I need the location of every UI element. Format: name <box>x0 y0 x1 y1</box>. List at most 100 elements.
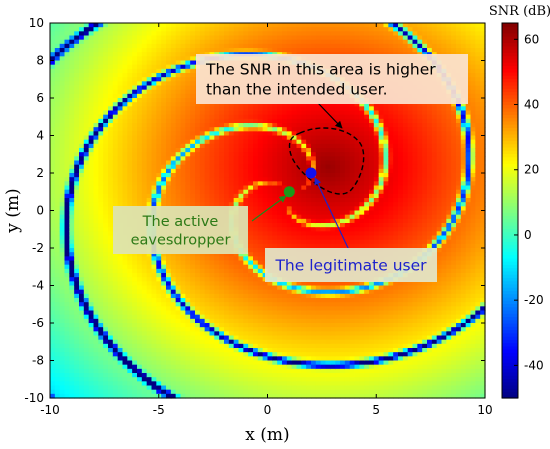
heatmap-cell <box>83 77 90 82</box>
heatmap-cell <box>59 39 66 45</box>
heatmap-cell <box>59 77 66 82</box>
heatmap-cell <box>146 143 153 149</box>
heatmap-cell <box>132 114 138 120</box>
heatmap-cell <box>214 143 220 149</box>
heatmap-cell <box>146 285 153 291</box>
heatmap-cell <box>88 273 95 278</box>
heatmap-cell <box>93 143 99 149</box>
heatmap-cell <box>170 160 177 166</box>
heatmap-cell <box>137 168 143 174</box>
heatmap-cell <box>88 277 95 282</box>
heatmap-cell <box>170 256 177 262</box>
heatmap-cell <box>267 48 273 53</box>
heatmap-cell <box>253 302 259 307</box>
heatmap-cell <box>166 131 172 137</box>
heatmap-cell <box>185 314 191 320</box>
heatmap-cell <box>166 114 172 120</box>
heatmap-cell <box>170 181 177 187</box>
heatmap-cell <box>103 89 109 95</box>
heatmap-cell <box>233 202 240 207</box>
heatmap-cell <box>103 23 109 28</box>
heatmap-cell <box>190 73 196 78</box>
heatmap-cell <box>88 185 95 191</box>
heatmap-cell <box>306 139 312 145</box>
heatmap-cell <box>282 106 288 112</box>
heatmap-cell <box>253 335 259 341</box>
heatmap-cell <box>286 135 293 141</box>
heatmap-cell <box>199 110 206 116</box>
heatmap-cell <box>132 293 138 299</box>
heatmap-cell <box>108 268 114 274</box>
heatmap-cell <box>180 339 186 345</box>
heatmap-cell <box>170 35 177 41</box>
heatmap-cell <box>209 385 215 391</box>
heatmap-cell <box>156 89 162 95</box>
heatmap-cell <box>93 214 99 220</box>
heatmap-cell <box>151 331 157 337</box>
heatmap-cell <box>122 143 128 149</box>
heatmap-cell <box>112 43 119 49</box>
heatmap-cell <box>228 164 235 170</box>
heatmap-cell <box>156 68 162 74</box>
heatmap-cell <box>238 373 244 378</box>
heatmap-cell <box>214 281 220 287</box>
heatmap-cell <box>151 285 157 291</box>
heatmap-cell <box>59 252 66 257</box>
heatmap-cell <box>291 148 298 153</box>
heatmap-cell <box>277 139 283 145</box>
heatmap-cell <box>141 323 148 328</box>
heatmap-cell <box>306 285 312 291</box>
heatmap-cell <box>185 260 191 266</box>
heatmap-cell <box>117 293 124 299</box>
heatmap-cell <box>103 318 109 324</box>
heatmap-cell <box>195 393 201 399</box>
heatmap-cell <box>79 173 85 178</box>
heatmap-cell <box>112 260 119 266</box>
heatmap-cell <box>286 43 293 49</box>
heatmap-cell <box>180 164 186 170</box>
heatmap-cell <box>180 385 186 391</box>
heatmap-cell <box>301 43 307 49</box>
heatmap-cell <box>151 56 157 62</box>
heatmap-cell <box>282 139 288 145</box>
heatmap-cell <box>286 27 293 32</box>
heatmap-cell <box>306 298 312 303</box>
heatmap-cell <box>151 152 157 157</box>
heatmap-cell <box>69 85 75 91</box>
heatmap-cell <box>315 127 322 132</box>
heatmap-cell <box>228 148 235 153</box>
heatmap-cell <box>88 302 95 307</box>
heatmap-cell <box>108 306 114 312</box>
heatmap-cell <box>137 135 143 141</box>
heatmap-cell <box>50 381 56 387</box>
heatmap-cell <box>306 210 312 216</box>
heatmap-cell <box>103 293 109 299</box>
heatmap-cell <box>112 127 119 132</box>
heatmap-cell <box>141 148 148 153</box>
heatmap-cell <box>69 98 75 103</box>
heatmap-cell <box>74 73 80 78</box>
heatmap-cell <box>83 31 90 37</box>
heatmap-cell <box>224 118 230 124</box>
heatmap-cell <box>151 131 157 137</box>
heatmap-cell <box>103 185 109 191</box>
heatmap-cell <box>209 373 215 378</box>
heatmap-cell <box>190 310 196 316</box>
heatmap-cell <box>122 314 128 320</box>
heatmap-cell <box>64 335 70 341</box>
heatmap-cell <box>286 127 293 132</box>
heatmap-cell <box>190 193 196 199</box>
heatmap-cell <box>54 339 61 345</box>
heatmap-cell <box>170 306 177 312</box>
heatmap-cell <box>170 314 177 320</box>
heatmap-cell <box>219 39 225 45</box>
heatmap-cell <box>50 368 56 374</box>
heatmap-cell <box>209 368 215 374</box>
heatmap-cell <box>311 118 317 124</box>
heatmap-cell <box>267 298 273 303</box>
heatmap-cell <box>132 277 138 282</box>
heatmap-cell <box>175 252 182 257</box>
heatmap-cell <box>141 118 148 124</box>
heatmap-cell <box>50 210 56 216</box>
heatmap-cell <box>161 343 167 349</box>
